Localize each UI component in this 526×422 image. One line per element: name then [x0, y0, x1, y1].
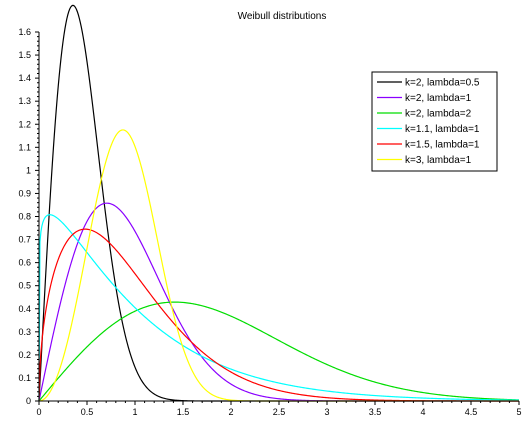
y-tick-label: 0.4 — [18, 304, 31, 314]
y-tick-label: 0.8 — [18, 212, 31, 222]
x-tick-label: 4 — [420, 407, 425, 417]
y-tick-label: 0.9 — [18, 188, 31, 198]
x-tick-label: 2 — [228, 407, 233, 417]
x-tick-label: 3 — [324, 407, 329, 417]
legend-label: k=2, lambda=0.5 — [405, 78, 480, 89]
y-tick-label: 1.4 — [18, 73, 31, 83]
y-tick-label: 0 — [26, 396, 31, 406]
y-tick-label: 0.7 — [18, 235, 31, 245]
y-tick-label: 1.2 — [18, 119, 31, 129]
y-tick-label: 0.3 — [18, 327, 31, 337]
y-tick-label: 0.6 — [18, 258, 31, 268]
legend-label: k=2, lambda=1 — [405, 93, 472, 104]
chart-title: Weibull distributions — [238, 11, 327, 22]
series-line-2 — [38, 202, 519, 402]
legend-label: k=3, lambda=1 — [405, 155, 472, 166]
x-tick-label: 2.5 — [273, 407, 286, 417]
legend: k=2, lambda=0.5 k=2, lambda=1 k=2, lambda=… — [371, 71, 498, 172]
y-tick-label: 0.1 — [18, 373, 31, 383]
legend-label: k=1.5, lambda=1 — [405, 140, 480, 151]
x-tick-label: 0 — [36, 407, 41, 417]
x-tick-label: 0.5 — [81, 407, 94, 417]
y-tick-label: 0.2 — [18, 350, 31, 360]
legend-box — [371, 71, 498, 172]
x-tick-label: 4.5 — [465, 407, 478, 417]
axes-layer: 0 0.5 1 1.5 2 2.5 3 3.5 4 4.5 5 0 0.1 0.2 0.3 0.4 0.5 0.6… — [18, 27, 521, 417]
y-tick-label: 0.5 — [18, 281, 31, 291]
y-tick-label: 1.1 — [18, 142, 31, 152]
legend-label: k=1.1, lambda=1 — [405, 124, 480, 135]
x-tick-label: 1.5 — [177, 407, 190, 417]
y-tick-label: 1.3 — [18, 96, 31, 106]
series-line-4 — [38, 214, 520, 402]
x-tick-label: 1 — [132, 407, 137, 417]
y-tick-label: 1.6 — [18, 27, 31, 37]
y-tick-label: 1.5 — [18, 50, 31, 60]
y-tick-label: 1 — [26, 165, 31, 175]
x-tick-label: 3.5 — [369, 407, 382, 417]
legend-label: k=2, lambda=2 — [405, 109, 472, 120]
series-line-1 — [38, 4, 519, 402]
x-tick-label: 5 — [516, 407, 521, 417]
series-layer — [38, 4, 520, 402]
series-line-3 — [38, 301, 520, 402]
